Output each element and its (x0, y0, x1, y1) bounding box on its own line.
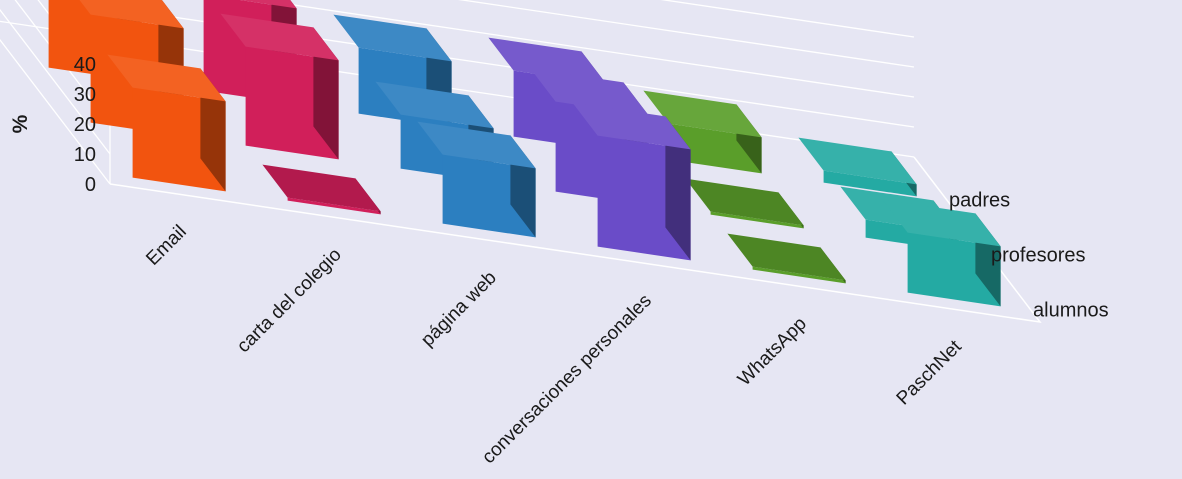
bar-top-face (79, 0, 184, 29)
x-category-label: conversaciones personales (478, 290, 656, 468)
bar-top-face (488, 37, 607, 85)
x-category-label: PaschNet (893, 336, 967, 410)
bar-top-face (685, 178, 804, 226)
bar-top-face (220, 13, 339, 61)
series-label-padres: padres (949, 190, 1010, 212)
x-category-label: página web (417, 267, 501, 351)
side-gridline (14, 0, 111, 125)
series-label-profesores: profesores (991, 245, 1086, 267)
bar-front-face (287, 197, 381, 215)
side-gridline (0, 38, 111, 185)
bar-profesores-5 (685, 178, 804, 229)
bar-top-face (107, 54, 226, 102)
y-tick-label: 40 (74, 54, 96, 76)
back-gridline (458, 0, 915, 68)
bar-top-face (530, 68, 649, 116)
bar-profesores-2 (220, 13, 339, 160)
bar-padres-6 (798, 137, 917, 197)
bars (48, 0, 1001, 307)
bar-front-face (752, 266, 846, 284)
bar-top-face (727, 233, 846, 281)
bar-top-face (262, 164, 381, 212)
x-category-label: WhatsApp (734, 313, 811, 390)
bar-alumnos-5 (727, 233, 846, 284)
bar-alumnos-3 (417, 121, 536, 238)
bar-top-face (417, 121, 536, 169)
bar-alumnos-1 (107, 54, 226, 192)
bar-top-face (239, 0, 297, 9)
bar-top-face (882, 199, 1001, 247)
series-label-alumnos: alumnos (1033, 300, 1109, 322)
bar-top-face (798, 137, 917, 185)
y-axis-title: % (9, 114, 32, 133)
bar-alumnos-6 (882, 199, 1001, 307)
bar-top-face (333, 14, 452, 62)
y-tick-label: 20 (74, 114, 96, 136)
bar-top-face (572, 102, 691, 150)
y-tick-label: 0 (85, 174, 96, 196)
back-gridline (660, 0, 915, 38)
bar-front-face (710, 211, 804, 229)
bar-padres-5 (643, 90, 762, 174)
x-category-label: Email (142, 221, 190, 269)
bar-alumnos-4 (572, 102, 691, 261)
back-gridline (255, 0, 915, 98)
x-category-label: carta del colegio (233, 244, 346, 357)
bar-top-face (643, 90, 762, 138)
side-gridline (0, 8, 111, 155)
y-tick-label: 10 (74, 144, 96, 166)
y-tick-label: 30 (74, 84, 96, 106)
bar-alumnos-2 (262, 164, 381, 215)
bar-top-face (375, 81, 494, 129)
bar-front-face (823, 170, 917, 197)
bar-side-face (665, 116, 691, 261)
bar-side-face (313, 27, 339, 160)
